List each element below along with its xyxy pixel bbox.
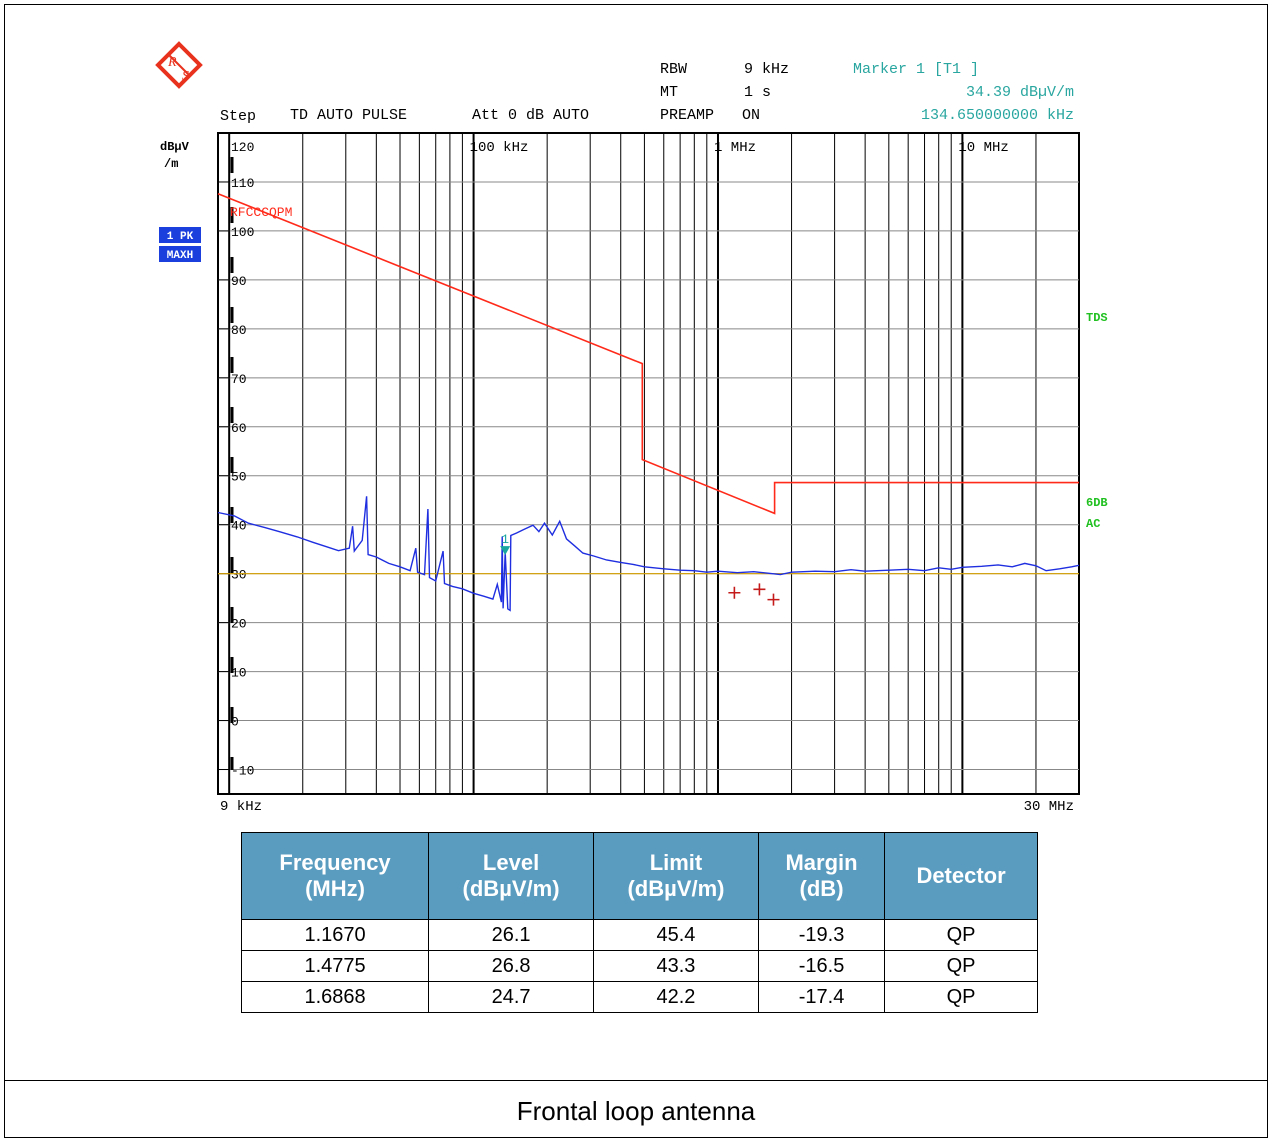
y-tick-label-13: -10 xyxy=(231,764,254,779)
preamp-value: ON xyxy=(742,107,760,124)
cell-detector: QP xyxy=(884,950,1038,982)
cell-margin: -17.4 xyxy=(757,981,886,1013)
qp-points xyxy=(728,583,780,606)
qp-point-0 xyxy=(728,586,741,599)
header-level: Level (dBµV/m) xyxy=(428,832,595,920)
vertical-gridlines xyxy=(228,133,1037,794)
y-tick-label-5: 70 xyxy=(231,372,247,387)
results-table: Frequency (MHz) Level (dBµV/m) Limit (dBµV/… xyxy=(240,832,1038,1013)
cell-detector: QP xyxy=(884,981,1038,1013)
cell-level: 26.1 xyxy=(428,919,595,951)
step-label: Step xyxy=(220,108,256,125)
cell-limit: 45.4 xyxy=(593,919,759,951)
x-stop-label: 30 MHz xyxy=(1024,799,1074,815)
cell-margin: -19.3 xyxy=(757,919,886,951)
y-tick-label-11: 10 xyxy=(231,666,247,681)
mt-value: 1 s xyxy=(744,84,771,101)
table-row: 1.6868 24.7 42.2 -17.4 QP xyxy=(240,981,1038,1013)
side-label-6db: 6DB xyxy=(1086,496,1108,510)
att-label: Att 0 dB AUTO xyxy=(472,107,589,124)
badge-pk: 1 PK xyxy=(167,231,194,243)
y-unit-label-2: /m xyxy=(164,157,178,171)
cell-margin: -16.5 xyxy=(757,950,886,982)
y-tick-label-12: 0 xyxy=(231,715,239,730)
cell-frequency: 1.1670 xyxy=(240,919,430,951)
rbw-label: RBW xyxy=(660,61,687,78)
y-tick-label-6: 60 xyxy=(231,421,247,436)
cell-level: 26.8 xyxy=(428,950,595,982)
x-decade-labels: 100 kHz 1 MHz 10 MHz xyxy=(470,140,1009,156)
y-tick-label-9: 30 xyxy=(231,568,247,583)
plot-border xyxy=(217,132,1080,795)
cell-level: 24.7 xyxy=(428,981,595,1013)
cell-frequency: 1.4775 xyxy=(240,950,430,982)
limit-line-name: RFCCCQPM xyxy=(230,205,292,220)
marker-1: 1 xyxy=(500,532,511,556)
marker-level: 34.39 dBµV/m xyxy=(966,84,1074,101)
rs-logo: R S xyxy=(155,41,203,89)
y-tick-label-0: 120 xyxy=(231,140,254,155)
rbw-value: 9 kHz xyxy=(744,61,789,78)
marker-1-triangle xyxy=(500,546,511,556)
svg-text:S: S xyxy=(182,69,189,84)
detector-label: TD AUTO PULSE xyxy=(290,107,407,124)
header-margin: Margin (dB) xyxy=(757,832,886,920)
trace-badges: 1 PK MAXH xyxy=(159,227,201,262)
x-decade-label-2: 10 MHz xyxy=(958,140,1008,156)
side-label-tds: TDS xyxy=(1086,311,1108,325)
x-decade-label-1: 1 MHz xyxy=(714,140,756,156)
marker-1-label: 1 xyxy=(501,532,509,547)
y-tick-label-4: 80 xyxy=(231,323,247,338)
marker-title: Marker 1 [T1 ] xyxy=(853,61,979,78)
table-row: 1.4775 26.8 43.3 -16.5 QP xyxy=(240,950,1038,982)
svg-text:R: R xyxy=(167,55,177,70)
header-detector: Detector xyxy=(884,832,1038,920)
y-tick-label-2: 100 xyxy=(231,225,254,240)
limit-line xyxy=(217,192,1079,515)
cell-frequency: 1.6868 xyxy=(240,981,430,1013)
caption-divider xyxy=(4,1080,1268,1081)
table-row: 1.1670 26.1 45.4 -19.3 QP xyxy=(240,919,1038,951)
cell-limit: 43.3 xyxy=(593,950,759,982)
header-frequency: Frequency (MHz) xyxy=(240,832,430,920)
x-start-label: 9 kHz xyxy=(220,799,262,815)
preamp-label: PREAMP xyxy=(660,107,714,124)
horizontal-gridlines xyxy=(218,157,1079,771)
cell-detector: QP xyxy=(884,919,1038,951)
cell-limit: 42.2 xyxy=(593,981,759,1013)
y-tick-label-1: 110 xyxy=(231,176,254,191)
y-tick-label-8: 40 xyxy=(231,519,247,534)
y-tick-label-7: 50 xyxy=(231,470,247,485)
qp-point-2 xyxy=(767,593,780,606)
badge-maxh: MAXH xyxy=(167,250,193,262)
y-unit-label-1: dBµV xyxy=(160,140,190,154)
y-tick-label-10: 20 xyxy=(231,617,247,632)
measurement-trace xyxy=(217,496,1080,612)
mt-label: MT xyxy=(660,84,678,101)
x-decade-label-0: 100 kHz xyxy=(470,140,529,156)
qp-point-1 xyxy=(753,583,766,596)
page-frame xyxy=(4,4,1268,1138)
spectrum-chart: R S RBW 9 kHz MT 1 s PREAMP ON Step TD A… xyxy=(155,41,1108,815)
figure-caption: Frontal loop antenna xyxy=(516,1095,756,1126)
header-limit: Limit (dBµV/m) xyxy=(593,832,759,920)
marker-frequency: 134.650000000 kHz xyxy=(921,107,1074,124)
side-label-ac: AC xyxy=(1086,517,1100,531)
y-tick-label-3: 90 xyxy=(231,274,247,289)
table-header-row: Frequency (MHz) Level (dBµV/m) Limit (dBµV/… xyxy=(240,832,1038,920)
